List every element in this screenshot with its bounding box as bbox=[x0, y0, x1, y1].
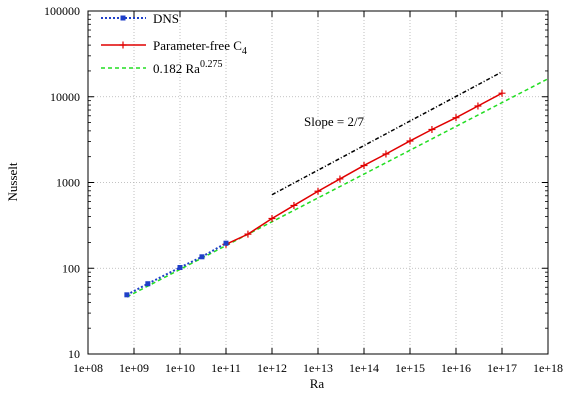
legend-fit-superscript: 0.275 bbox=[200, 59, 223, 70]
legend-entry-fit: 0.182 Ra0.275 bbox=[101, 59, 222, 76]
legend-dns-marker bbox=[120, 15, 126, 21]
dns-point bbox=[223, 240, 229, 246]
axis-ticks bbox=[87, 10, 549, 355]
legend-entry-dns: DNS bbox=[101, 11, 179, 26]
grid-lines bbox=[88, 11, 548, 354]
x-tick-label: 1e+14 bbox=[349, 361, 379, 375]
model-point bbox=[452, 114, 460, 122]
x-tick-label: 1e+15 bbox=[395, 361, 425, 375]
series-line-0 bbox=[126, 242, 227, 296]
x-tick-label: 1e+13 bbox=[303, 361, 333, 375]
model-point bbox=[314, 187, 322, 195]
series-line-2 bbox=[126, 78, 549, 298]
legend-parameter-free-text: Parameter-free C bbox=[153, 38, 242, 53]
legend-fit-text: 0.182 Ra bbox=[153, 61, 200, 76]
x-axis-title: Ra bbox=[310, 376, 325, 391]
x-tick-label: 1e+08 bbox=[73, 361, 103, 375]
x-tick-label: 1e+12 bbox=[257, 361, 287, 375]
model-point bbox=[406, 137, 414, 145]
dns-point bbox=[177, 265, 183, 271]
legend-dns-label: DNS bbox=[153, 11, 179, 26]
model-point bbox=[290, 201, 298, 209]
model-point bbox=[336, 175, 344, 183]
model-point bbox=[360, 161, 368, 169]
legend-parameter-free-subscript: 4 bbox=[242, 46, 247, 57]
series-lines bbox=[126, 71, 549, 298]
model-point bbox=[268, 215, 276, 223]
x-tick-label: 1e+09 bbox=[119, 361, 149, 375]
y-tick-label: 100 bbox=[62, 261, 80, 275]
model-point bbox=[428, 126, 436, 134]
model-point bbox=[244, 230, 252, 238]
legend-entry-parameter-free: Parameter-free C4 bbox=[101, 38, 247, 57]
legend-fit-label: 0.182 Ra0.275 bbox=[153, 59, 222, 76]
y-tick-label: 1000 bbox=[56, 176, 80, 190]
x-tick-label: 1e+11 bbox=[211, 361, 241, 375]
legend-parameter-free-label: Parameter-free C4 bbox=[153, 38, 247, 57]
x-tick-label: 1e+16 bbox=[441, 361, 471, 375]
dns-point bbox=[124, 292, 130, 298]
x-tick-label: 1e+17 bbox=[487, 361, 517, 375]
slope-annotation: Slope = 2/7 bbox=[304, 114, 365, 129]
x-tick-label: 1e+10 bbox=[165, 361, 195, 375]
legend: DNS Parameter-free C4 0.182 Ra0.275 bbox=[101, 11, 247, 76]
y-axis-title: Nusselt bbox=[5, 162, 20, 201]
model-point bbox=[474, 102, 482, 110]
legend-parameter-free-marker bbox=[119, 41, 127, 49]
x-tick-label: 1e+18 bbox=[533, 361, 563, 375]
series-line-3 bbox=[271, 71, 503, 196]
dns-point bbox=[199, 254, 205, 260]
y-tick-label: 10 bbox=[68, 347, 80, 361]
y-tick-label: 10000 bbox=[50, 90, 80, 104]
dns-point bbox=[145, 281, 151, 287]
y-tick-label: 100000 bbox=[44, 4, 80, 18]
tick-labels: 1e+08 1e+09 1e+10 1e+11 1e+12 1e+13 1e+14 1e+15… bbox=[44, 4, 563, 375]
model-point bbox=[498, 89, 506, 97]
model-point bbox=[382, 150, 390, 158]
series-markers bbox=[124, 89, 506, 298]
